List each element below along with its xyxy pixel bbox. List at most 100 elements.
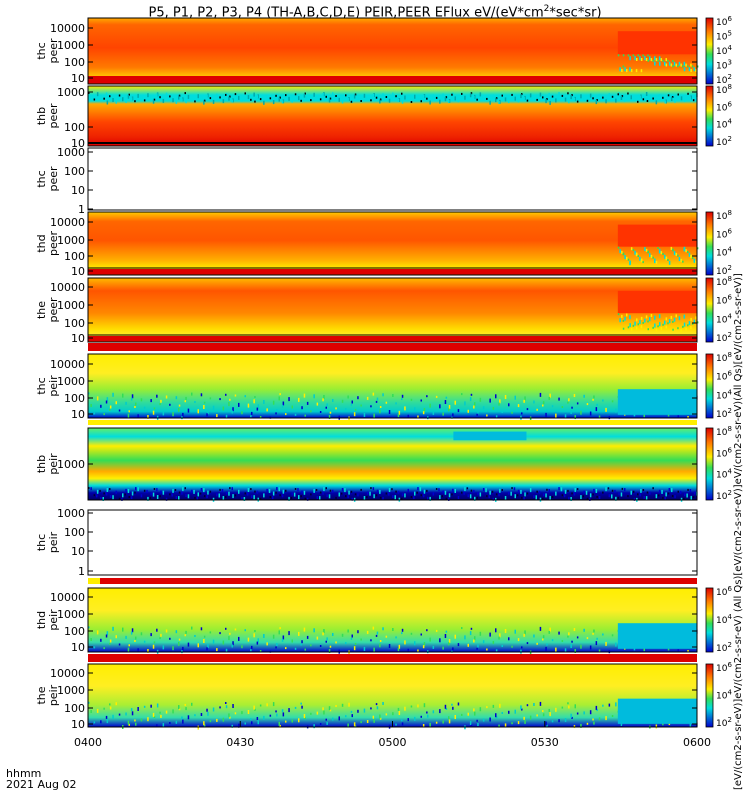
y-tick-label: 100	[64, 625, 85, 638]
y-tick-label: 1000	[57, 146, 85, 159]
colorbar-tick-label: 104	[716, 44, 732, 57]
title-text: P5, P1, P2, P3, P4 (TH-A,B,C,D,E) PEIR,P…	[148, 5, 544, 21]
colorbar-tick-label: 106	[716, 294, 732, 307]
title-tail: *sec*sr)	[549, 5, 602, 21]
spectrogram-8	[88, 588, 697, 652]
colorbar-frame-0	[705, 17, 714, 85]
colorbar-tick-label: 102	[716, 407, 732, 420]
spectrogram-disturb-8	[617, 623, 697, 649]
y-tick-label: 1000	[57, 458, 85, 471]
title-sup: 2	[543, 4, 550, 14]
spectrogram-9	[88, 664, 697, 727]
y-tick-label: 10	[71, 265, 85, 278]
panel-frame	[87, 85, 698, 147]
y-tick-label: 10	[71, 718, 85, 731]
y-tick-label: 10	[71, 408, 85, 421]
spectrogram-0	[88, 18, 697, 84]
colorbar-frame-9	[705, 663, 714, 728]
y-tick-label: 100	[64, 317, 85, 330]
colorbar-tick-label: 104	[716, 312, 732, 325]
panel-frame	[87, 587, 698, 653]
panel-label: thepeir	[35, 684, 60, 706]
panel-label: thcpeir	[35, 531, 60, 553]
spectrogram-disturb-4	[617, 290, 697, 314]
chart-title: P5, P1, P2, P3, P4 (TH-A,B,C,D,E) PEIR,P…	[0, 0, 750, 22]
spectrogram-noise-1	[88, 92, 698, 105]
spectrogram-noise-3	[617, 246, 699, 266]
y-tick-label: 10	[71, 72, 85, 85]
y-tick-label: 1000	[57, 234, 85, 247]
colorbar-tick-label: 106	[716, 227, 732, 240]
spectrogram-noise-4	[617, 313, 699, 332]
y-tick-label: 1000	[57, 507, 85, 520]
colorbar-tick-label: 102	[716, 641, 732, 654]
panel-label: thcpeer	[35, 38, 60, 64]
colorbar-tick-label: 108	[716, 351, 732, 364]
colorbar-1	[706, 86, 713, 146]
panel-label: thbpeir	[35, 453, 60, 475]
spectrogram-noise-0	[617, 54, 699, 73]
spectrogram-disturb-5	[617, 389, 697, 415]
colorbar-tick-label: 102	[716, 331, 732, 344]
separator-bar	[88, 76, 697, 83]
units-label: [eV/(cm2-s-sr-eV)]eV/(cm2-s-sr-eV) (All …	[733, 273, 744, 790]
y-tick-label: 10000	[50, 667, 85, 680]
spectrogram-noise-5	[88, 392, 698, 421]
y-tick-label: 10000	[50, 22, 85, 35]
colorbar-frame-6	[705, 427, 714, 501]
separator-bar	[88, 420, 697, 425]
colorbar-tick-label: 104	[716, 468, 732, 481]
y-tick-label: 10	[71, 332, 85, 345]
y-tick-label: 1	[78, 203, 85, 216]
colorbar-6	[706, 428, 713, 500]
y-tick-label: 1	[78, 565, 85, 578]
y-tick-label: 1000	[57, 299, 85, 312]
spectrogram-floor-4	[88, 336, 697, 341]
panel-frame	[87, 277, 698, 343]
colorbar-9	[706, 664, 713, 727]
y-tick-label: 10000	[50, 281, 85, 294]
x-tick-label: 0400	[74, 736, 102, 749]
panel-label: thcpeir	[35, 375, 60, 397]
spectrogram-disturb-0	[617, 31, 697, 55]
footer-label: hhmm	[6, 767, 42, 780]
colorbar-tick-label: 104	[716, 388, 732, 401]
spectrogram-1	[88, 86, 697, 146]
panel-frame	[87, 17, 698, 85]
y-tick-label: 10000	[50, 216, 85, 229]
colorbar-tick-label: 106	[716, 100, 732, 113]
y-tick-label: 100	[64, 56, 85, 69]
x-tick-label: 0430	[226, 736, 254, 749]
colorbar-tick-label: 106	[716, 585, 732, 598]
colorbar-3	[706, 212, 713, 275]
colorbar-tick-label: 102	[716, 716, 732, 729]
colorbar-tick-label: 106	[716, 661, 732, 674]
panel-frame	[87, 353, 698, 419]
colorbar-tick-label: 104	[716, 118, 732, 131]
spectrogram-line-1	[88, 142, 697, 144]
y-tick-label: 10	[71, 641, 85, 654]
spectrogram-disturb-6	[453, 431, 527, 441]
colorbar-tick-label: 102	[716, 135, 732, 148]
colorbar-tick-label: 106	[716, 446, 732, 459]
y-tick-label: 1000	[57, 375, 85, 388]
panel-frame	[87, 509, 698, 576]
panel-frame	[87, 147, 698, 211]
panel-label: thcpeer	[35, 166, 60, 192]
y-tick-label: 100	[64, 121, 85, 134]
colorbar-0	[706, 18, 713, 84]
spectrogram-5	[88, 354, 697, 418]
colorbar-8	[706, 588, 713, 652]
y-tick-label: 1000	[57, 684, 85, 697]
spectrogram-3	[88, 212, 697, 275]
colorbar-tick-label: 105	[716, 30, 732, 43]
y-tick-label: 1000	[57, 39, 85, 52]
y-tick-label: 1000	[57, 608, 85, 621]
separator-bar	[88, 343, 697, 351]
spectrogram-floor-3	[88, 269, 697, 274]
panel-label: thdpeer	[35, 231, 60, 257]
colorbar-tick-label: 104	[716, 613, 732, 626]
spectrogram-6	[88, 428, 697, 500]
separator-bar	[88, 654, 697, 662]
